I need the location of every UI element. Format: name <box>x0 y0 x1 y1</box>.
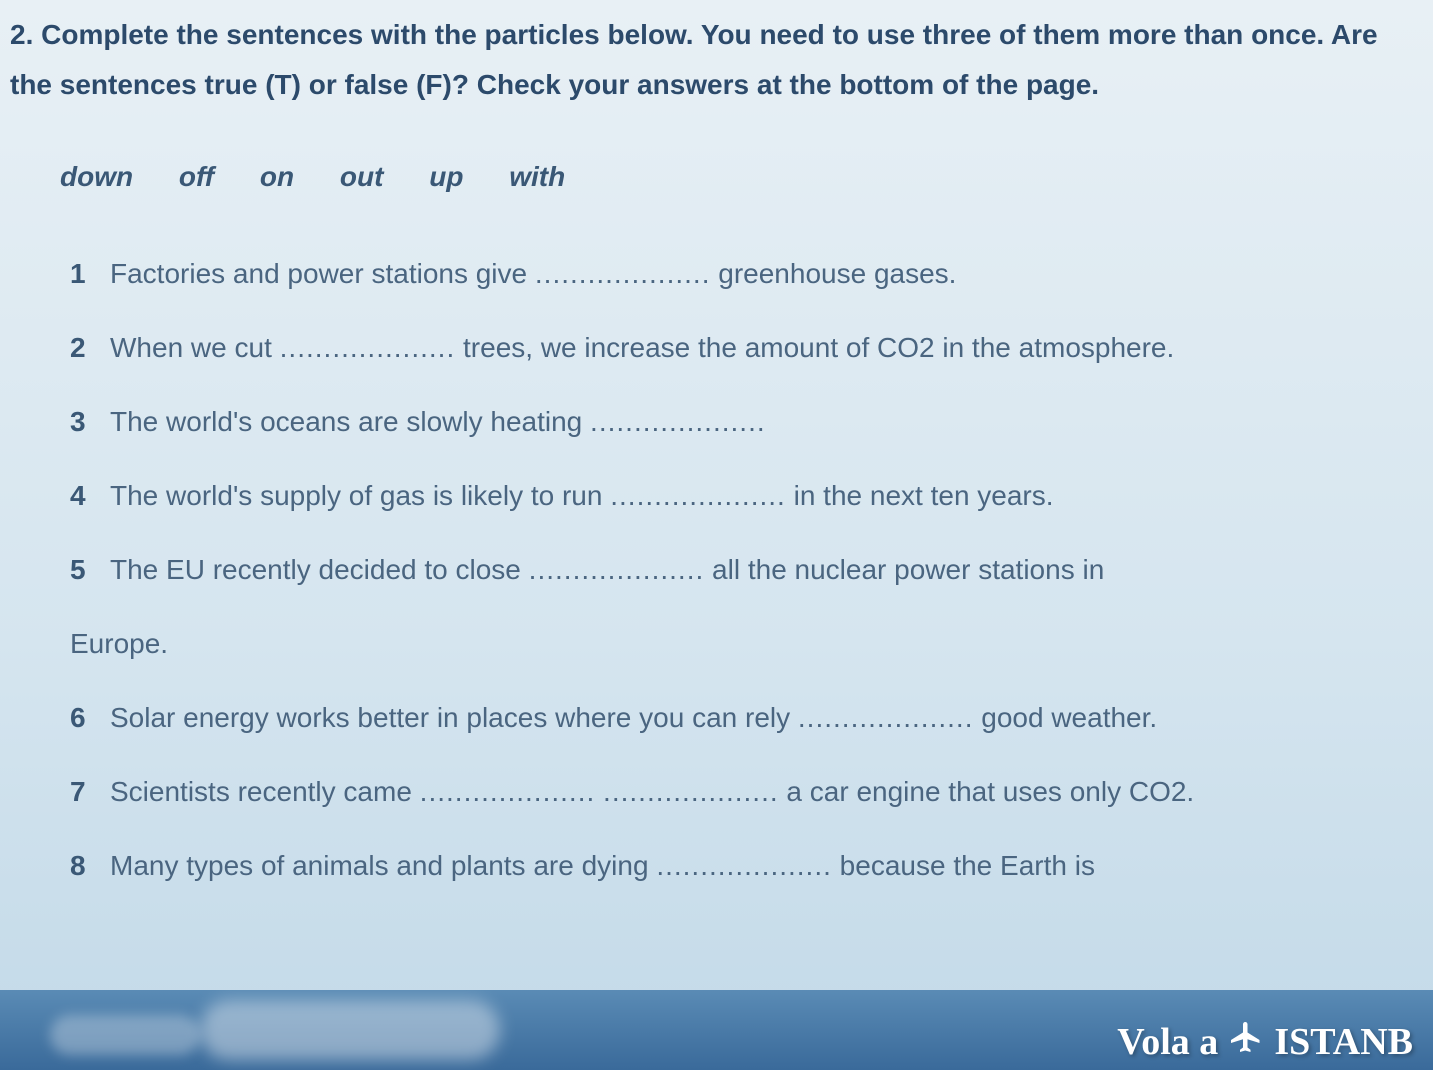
particles-row: down off on out up with <box>10 161 1403 193</box>
q-num: 2 <box>70 327 110 369</box>
question-4: 4 The world's supply of gas is likely to… <box>70 475 1403 517</box>
q-before: Factories and power stations give <box>110 258 535 289</box>
q-after: greenhouse gases. <box>710 258 956 289</box>
particle-up: up <box>429 161 463 192</box>
question-7: 7 Scientists recently came .............… <box>70 771 1403 813</box>
banner-after: ISTANB <box>1274 1020 1413 1064</box>
q-after: because the Earth is <box>832 850 1095 881</box>
blank[interactable]: .................... <box>529 554 705 585</box>
q-text: The world's supply of gas is likely to r… <box>110 475 1403 517</box>
q-after: good weather. <box>973 702 1157 733</box>
bottom-banner-ad[interactable]: Vola a ISTANB <box>0 990 1433 1070</box>
particle-off: off <box>179 161 214 192</box>
q-before: When we cut <box>110 332 280 363</box>
blank[interactable]: .................... <box>280 332 456 363</box>
question-8: 8 Many types of animals and plants are d… <box>70 845 1403 887</box>
cloud-decoration <box>200 1000 500 1060</box>
blank[interactable]: .................... <box>420 776 596 807</box>
q5-continuation: Europe. <box>70 623 1403 665</box>
question-1: 1 Factories and power stations give ....… <box>70 253 1403 295</box>
q-num: 5 <box>70 549 110 591</box>
q-before: Scientists recently came <box>110 776 420 807</box>
q-num: 7 <box>70 771 110 813</box>
q-num: 6 <box>70 697 110 739</box>
q-before: The world's supply of gas is likely to r… <box>110 480 610 511</box>
particle-out: out <box>340 161 384 192</box>
q-before: Solar energy works better in places wher… <box>110 702 798 733</box>
particle-with: with <box>509 161 565 192</box>
exercise-content: 2. Complete the sentences with the parti… <box>0 0 1433 939</box>
q-after <box>595 776 603 807</box>
q-num: 1 <box>70 253 110 295</box>
q-after: trees, we increase the amount of CO2 in … <box>455 332 1174 363</box>
q-text: The EU recently decided to close .......… <box>110 549 1403 591</box>
plane-icon <box>1228 1019 1264 1065</box>
q-before: The world's oceans are slowly heating <box>110 406 590 437</box>
blank[interactable]: .................... <box>610 480 786 511</box>
instruction-text: 2. Complete the sentences with the parti… <box>10 10 1403 111</box>
q-text: When we cut .................... trees, … <box>110 327 1403 369</box>
q-after2: a car engine that uses only CO2. <box>779 776 1195 807</box>
q-text: The world's oceans are slowly heating ..… <box>110 401 1403 443</box>
cloud-decoration <box>50 1015 200 1055</box>
q-after: in the next ten years. <box>786 480 1054 511</box>
blank[interactable]: .................... <box>656 850 832 881</box>
q-num: 3 <box>70 401 110 443</box>
particle-down: down <box>60 161 133 192</box>
q-text: Solar energy works better in places wher… <box>110 697 1403 739</box>
blank[interactable]: .................... <box>590 406 766 437</box>
question-3: 3 The world's oceans are slowly heating … <box>70 401 1403 443</box>
blank[interactable]: .................... <box>798 702 974 733</box>
question-list: 1 Factories and power stations give ....… <box>10 253 1403 887</box>
question-6: 6 Solar energy works better in places wh… <box>70 697 1403 739</box>
particle-on: on <box>260 161 294 192</box>
q-text: Many types of animals and plants are dyi… <box>110 845 1403 887</box>
question-2: 2 When we cut .................... trees… <box>70 327 1403 369</box>
banner-text: Vola a ISTANB <box>1117 1019 1413 1065</box>
blank[interactable]: .................... <box>603 776 779 807</box>
banner-before: Vola a <box>1117 1020 1218 1064</box>
q-before: The EU recently decided to close <box>110 554 529 585</box>
q-after: all the nuclear power stations in <box>704 554 1104 585</box>
q-text: Factories and power stations give ......… <box>110 253 1403 295</box>
q-num: 4 <box>70 475 110 517</box>
q-before: Many types of animals and plants are dyi… <box>110 850 656 881</box>
q-num: 8 <box>70 845 110 887</box>
blank[interactable]: .................... <box>535 258 711 289</box>
question-5: 5 The EU recently decided to close .....… <box>70 549 1403 591</box>
q-text: Scientists recently came ...............… <box>110 771 1403 813</box>
